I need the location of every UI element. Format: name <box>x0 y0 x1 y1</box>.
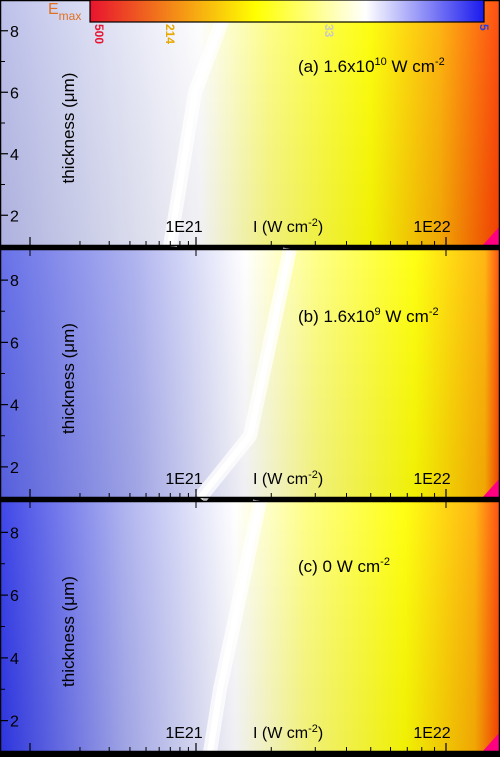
y-tick-label: 6 <box>10 85 19 102</box>
panel-annotation: (b) 1.6x109 W cm-2 <box>298 306 439 326</box>
y-axis-label: thickness (μm) <box>59 323 78 434</box>
y-tick-label: 8 <box>10 273 19 290</box>
y-tick-label: 2 <box>10 460 19 477</box>
colorbar: Emax 500 214 33 5 <box>48 0 491 44</box>
colorbar-title: Emax <box>48 1 81 23</box>
x-axis-label: I (W cm-2) <box>253 217 323 236</box>
colorbar-label: 5 <box>477 24 491 31</box>
colorbar-label: 214 <box>163 24 177 44</box>
y-tick-label: 8 <box>10 525 19 542</box>
hot-corner <box>482 732 500 752</box>
x-tick-label: 1E21 <box>165 471 202 488</box>
colorbar-gradient <box>89 0 485 23</box>
chart-panel-0: 2 4 6 8 thickness (μm) 1E21 1E22 I (W cm-2) (a) … <box>0 0 500 248</box>
y-tick-label: 4 <box>10 147 19 164</box>
y-axis-label: thickness (μm) <box>59 576 78 687</box>
x-tick-label: 1E21 <box>165 725 202 742</box>
y-tick-label: 6 <box>10 335 19 352</box>
x-axis-label: I (W cm-2) <box>253 469 323 488</box>
y-tick-label: 6 <box>10 588 19 605</box>
chart-panel-2: 2 4 6 8 thickness (μm) 1E21 1E22 I (W cm-2) (c) … <box>0 499 500 754</box>
y-tick-label: 8 <box>10 24 19 41</box>
chart-panel-1: 2 4 6 8 thickness (μm) 1E21 1E22 I (W cm-2) (b) … <box>0 247 500 503</box>
y-tick-label: 4 <box>10 398 19 415</box>
y-tick-label: 4 <box>10 651 19 668</box>
x-tick-label: 1E21 <box>165 219 202 236</box>
y-axis-label: thickness (μm) <box>59 73 78 184</box>
panel-annotation: (a) 1.6x1010 W cm-2 <box>298 56 445 76</box>
y-tick-label: 2 <box>10 714 19 731</box>
colorbar-label: 33 <box>322 24 336 38</box>
x-tick-label: 1E22 <box>413 725 450 742</box>
panel-annotation: (c) 0 W cm-2 <box>298 556 390 576</box>
hot-corner <box>482 226 500 246</box>
colorbar-label: 500 <box>92 24 106 44</box>
x-tick-label: 1E22 <box>413 471 450 488</box>
hot-corner <box>482 478 500 498</box>
x-axis-label: I (W cm-2) <box>253 723 323 742</box>
x-tick-label: 1E22 <box>413 219 450 236</box>
y-tick-label: 2 <box>10 208 19 225</box>
